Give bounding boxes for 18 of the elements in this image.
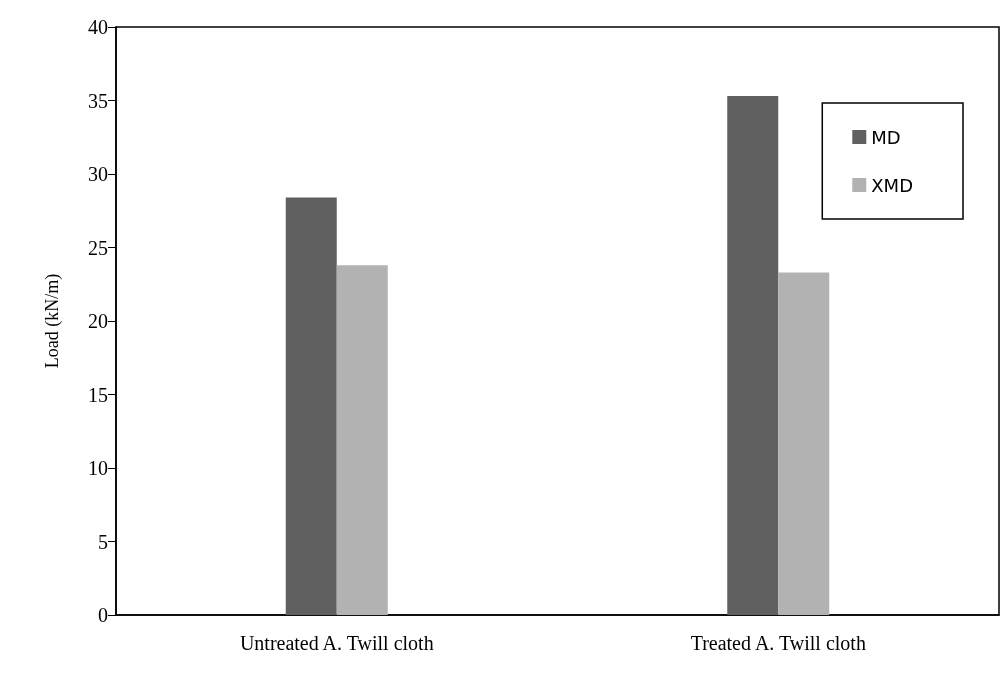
bar — [336, 265, 388, 615]
y-tick-label: 30 — [88, 163, 108, 185]
bar — [778, 272, 830, 615]
y-tick-label: 25 — [88, 236, 108, 259]
y-tick-label: 15 — [88, 383, 108, 406]
legend-label: MD — [871, 126, 901, 148]
x-tick-label: Treated A. Twill cloth — [690, 632, 866, 654]
bar — [727, 96, 779, 615]
legend-label: XMD — [871, 174, 914, 196]
bar — [285, 197, 337, 615]
y-tick-label: 40 — [88, 16, 108, 38]
y-tick-label: 35 — [88, 89, 108, 112]
y-tick-label: 5 — [98, 530, 108, 553]
x-tick-label: Untreated A. Twill cloth — [239, 632, 434, 654]
y-tick-label: 10 — [88, 457, 108, 479]
y-tick-label: 0 — [98, 604, 108, 626]
y-tick-label: 20 — [88, 310, 108, 332]
y-axis-title: Load (kN/m) — [42, 273, 63, 369]
